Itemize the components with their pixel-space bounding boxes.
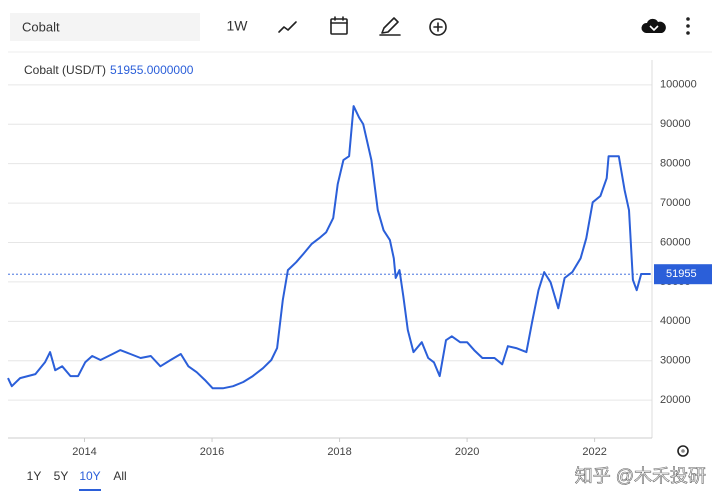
draw-icon[interactable] bbox=[379, 17, 401, 36]
y-tick-label: 90000 bbox=[660, 118, 691, 130]
y-tick-label: 100000 bbox=[660, 79, 697, 91]
y-tick-label: 70000 bbox=[660, 197, 691, 209]
range-button[interactable]: 5Y bbox=[54, 469, 69, 483]
range-button[interactable]: 1Y bbox=[27, 469, 42, 483]
y-tick-label: 60000 bbox=[660, 236, 691, 248]
search-text[interactable]: Cobalt bbox=[22, 19, 60, 34]
y-tick-label: 20000 bbox=[660, 394, 691, 406]
add-icon[interactable] bbox=[429, 18, 447, 36]
chart-type-icon[interactable] bbox=[278, 21, 297, 33]
price-line bbox=[7, 105, 651, 390]
menu-icon[interactable] bbox=[686, 17, 690, 35]
legend-name: Cobalt (USD/T) bbox=[24, 63, 106, 77]
download-icon[interactable] bbox=[641, 18, 666, 33]
y-tick-label: 30000 bbox=[660, 355, 691, 367]
x-tick-label: 2018 bbox=[327, 446, 351, 458]
last-value-label: 51955 bbox=[666, 268, 697, 280]
range-button[interactable]: 10Y bbox=[79, 469, 100, 483]
x-tick-label: 2020 bbox=[455, 446, 479, 458]
x-tick-label: 2022 bbox=[582, 446, 606, 458]
range-button[interactable]: All bbox=[113, 469, 126, 483]
watermark: 知乎 @木禾投研 bbox=[575, 466, 706, 486]
y-tick-label: 80000 bbox=[660, 158, 691, 170]
calendar-icon[interactable] bbox=[330, 16, 348, 35]
x-tick-label: 2014 bbox=[72, 446, 96, 458]
search-box[interactable] bbox=[10, 13, 200, 41]
legend-value: 51955.0000000 bbox=[110, 63, 194, 77]
last-value-badge bbox=[654, 264, 712, 285]
x-tick-label: 2016 bbox=[200, 446, 224, 458]
settings-icon[interactable] bbox=[677, 445, 689, 457]
y-tick-label: 40000 bbox=[660, 315, 691, 327]
interval-button[interactable]: 1W bbox=[227, 18, 249, 34]
